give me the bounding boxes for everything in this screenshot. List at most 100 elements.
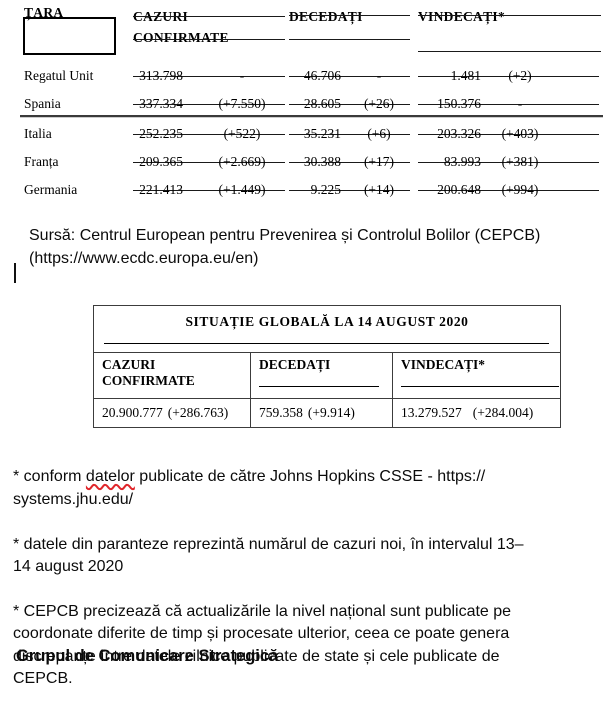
confirmed-delta: (+522) bbox=[223, 126, 261, 141]
cell-confirmed: 337.334 (+7.550) bbox=[133, 91, 289, 117]
deaths-delta: - bbox=[376, 68, 382, 83]
cell-recovered: 203.326 (+403) bbox=[418, 121, 601, 147]
cell-rule bbox=[289, 104, 410, 105]
cell-confirmed: 209.365 (+2.669) bbox=[133, 149, 289, 175]
cell-rule bbox=[289, 162, 410, 163]
global-table-data-row: 20.900.777 (+286.763) 759.358 (+9.914) 1… bbox=[94, 399, 560, 427]
header-rule bbox=[133, 16, 285, 17]
column-header-deaths: DECEDAȚI bbox=[289, 9, 363, 24]
cell-recovered: 1.481 (+2) bbox=[418, 63, 601, 89]
footnote-cepcb: * CEPCB precizează că actualizările la n… bbox=[13, 602, 512, 688]
cell-deaths: 28.605 (+26) bbox=[289, 91, 418, 117]
recovered-delta: (+994) bbox=[501, 182, 539, 197]
deaths-value: 28.605 bbox=[303, 96, 341, 111]
header-underline bbox=[259, 386, 379, 387]
footnote-text: publicate de către Johns Hopkins CSSE - … bbox=[13, 468, 486, 508]
cell-rule bbox=[133, 162, 285, 163]
confirmed-value: 313.798 bbox=[139, 68, 183, 83]
recovered-delta: (+381) bbox=[501, 154, 539, 169]
global-header-confirmed-line2: CONFIRMATE bbox=[102, 373, 195, 388]
table-section-divider bbox=[20, 115, 603, 118]
recovered-delta: (+2) bbox=[508, 68, 532, 83]
recovered-delta: - bbox=[517, 96, 523, 111]
cell-rule bbox=[289, 190, 410, 191]
country-stats-table: ȚARA CAZURI CONFIRMATE DECEDAȚI VINDECAȚ… bbox=[20, 5, 603, 210]
recovered-delta: (+403) bbox=[501, 126, 539, 141]
cell-rule bbox=[133, 76, 285, 77]
signature-heading: Grupul de Comunicare Strategică bbox=[16, 647, 279, 665]
header-rule bbox=[133, 39, 285, 40]
global-confirmed-value: 20.900.777 bbox=[102, 405, 163, 420]
cell-recovered: 83.993 (+381) bbox=[418, 149, 601, 175]
confirmed-value: 209.365 bbox=[139, 154, 183, 169]
deaths-value: 30.388 bbox=[303, 154, 341, 169]
global-table-title-row: SITUAȚIE GLOBALĂ LA 14 AUGUST 2020 bbox=[94, 306, 560, 353]
deaths-delta: (+17) bbox=[363, 154, 395, 169]
cell-rule bbox=[133, 104, 285, 105]
global-recovered-delta: (+284.004) bbox=[472, 405, 534, 420]
global-recovered-value: 13.279.527 bbox=[401, 405, 462, 420]
global-header-deaths: DECEDAȚI bbox=[251, 353, 393, 398]
global-cell-deaths: 759.358 (+9.914) bbox=[251, 399, 393, 427]
deaths-delta: (+26) bbox=[363, 96, 395, 111]
cell-recovered: 150.376 - bbox=[418, 91, 601, 117]
deaths-delta: (+14) bbox=[363, 182, 395, 197]
recovered-value: 1.481 bbox=[450, 68, 481, 83]
spellcheck-flagged-word: datelor bbox=[85, 468, 135, 486]
global-header-confirmed: CAZURI CONFIRMATE bbox=[94, 353, 251, 398]
cell-rule bbox=[418, 76, 599, 77]
cell-rule bbox=[418, 190, 599, 191]
table-row: Franța 209.365 (+2.669) 30.388 (+17) 83.99… bbox=[22, 149, 603, 175]
footnote-johns-hopkins: * conform datelor publicate de către Joh… bbox=[13, 466, 613, 511]
row-country: Franța bbox=[24, 154, 59, 169]
recovered-value: 150.376 bbox=[437, 96, 481, 111]
title-underline bbox=[104, 343, 549, 344]
header-underline bbox=[401, 386, 559, 387]
global-situation-table: SITUAȚIE GLOBALĂ LA 14 AUGUST 2020 CAZUR… bbox=[93, 305, 561, 428]
cell-rule bbox=[289, 76, 410, 77]
confirmed-value: 221.413 bbox=[139, 182, 183, 197]
row-country: Italia bbox=[24, 126, 52, 141]
global-table-header-row: CAZURI CONFIRMATE DECEDAȚI VINDECAȚI* bbox=[94, 353, 560, 399]
global-table-title: SITUAȚIE GLOBALĂ LA 14 AUGUST 2020 bbox=[185, 314, 469, 329]
confirmed-value: 252.235 bbox=[139, 126, 183, 141]
cell-rule bbox=[133, 190, 285, 191]
cell-rule bbox=[418, 104, 599, 105]
country-header-box bbox=[23, 17, 116, 55]
header-rule bbox=[289, 39, 410, 40]
confirmed-delta: (+2.669) bbox=[218, 154, 266, 169]
column-header-country: ȚARA bbox=[24, 5, 64, 20]
text-cursor bbox=[14, 263, 16, 283]
cell-deaths: 46.706 - bbox=[289, 63, 418, 89]
global-deaths-delta: (+9.914) bbox=[307, 405, 355, 420]
deaths-value: 35.231 bbox=[303, 126, 341, 141]
cell-confirmed: 313.798 - bbox=[133, 63, 289, 89]
row-country: Regatul Unit bbox=[24, 68, 94, 83]
table-row: Spania 337.334 (+7.550) 28.605 (+26) 150.3… bbox=[22, 91, 603, 117]
footnotes-block: * conform datelor publicate de către Joh… bbox=[13, 444, 613, 713]
confirmed-delta: (+1.449) bbox=[218, 182, 266, 197]
cell-confirmed: 252.235 (+522) bbox=[133, 121, 289, 147]
footnote-parentheses: * datele din paranteze reprezintă număru… bbox=[13, 535, 524, 576]
confirmed-delta: - bbox=[239, 68, 245, 83]
recovered-value: 83.993 bbox=[443, 154, 481, 169]
column-header-confirmed-line1: CAZURI bbox=[133, 9, 189, 24]
header-rule bbox=[289, 15, 410, 16]
cell-confirmed: 221.413 (+1.449) bbox=[133, 177, 289, 203]
deaths-value: 9.225 bbox=[310, 182, 341, 197]
cell-rule bbox=[418, 134, 599, 135]
footnote-text: * conform bbox=[13, 468, 86, 486]
deaths-delta: (+6) bbox=[367, 126, 391, 141]
global-deaths-value: 759.358 bbox=[259, 405, 303, 420]
header-rule bbox=[418, 51, 601, 52]
global-header-confirmed-line1: CAZURI bbox=[102, 357, 156, 372]
global-cell-recovered: 13.279.527 (+284.004) bbox=[393, 399, 560, 427]
confirmed-delta: (+7.550) bbox=[218, 96, 266, 111]
cell-rule bbox=[418, 162, 599, 163]
recovered-value: 203.326 bbox=[437, 126, 481, 141]
table-row: Regatul Unit 313.798 - 46.706 - 1.481 (+2) bbox=[22, 63, 603, 89]
cell-deaths: 9.225 (+14) bbox=[289, 177, 418, 203]
global-confirmed-delta: (+286.763) bbox=[167, 405, 229, 420]
cell-recovered: 200.648 (+994) bbox=[418, 177, 601, 203]
global-cell-confirmed: 20.900.777 (+286.763) bbox=[94, 399, 251, 427]
